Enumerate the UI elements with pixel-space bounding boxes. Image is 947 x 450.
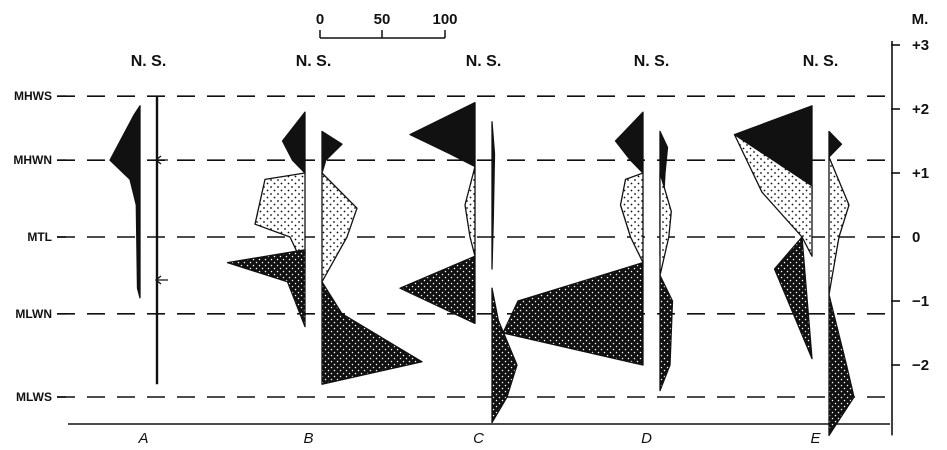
height-axis-tick-label: +1 xyxy=(912,165,929,182)
site-a: N. S. A xyxy=(109,53,167,447)
scale-bar-label: 0 xyxy=(316,11,324,28)
kite-n-black xyxy=(281,111,306,174)
height-axis-unit: M. xyxy=(912,11,929,28)
column-header: N. S. xyxy=(131,53,167,70)
scale-bar-label: 50 xyxy=(374,11,391,28)
column-header: N. S. xyxy=(634,53,670,70)
height-axis: M. +3 +2 +1 0 −1 −2 xyxy=(891,11,929,436)
kite-n-dense xyxy=(399,255,476,325)
site-label: D xyxy=(641,430,652,447)
kite-n-dense xyxy=(226,249,306,328)
kite-n-black xyxy=(109,105,141,299)
kite-n-black xyxy=(614,111,644,174)
height-axis-tick-label: +2 xyxy=(912,101,929,118)
kite-s-stipple xyxy=(659,172,672,277)
site-c: N. S. C xyxy=(399,53,518,447)
tide-label: MTL xyxy=(27,230,52,244)
height-axis-tick-label: 0 xyxy=(912,229,920,246)
scale-bar-label: 100 xyxy=(432,11,457,28)
site-label: E xyxy=(810,430,821,447)
column-header: N. S. xyxy=(466,53,502,70)
kite-s-black xyxy=(321,130,343,174)
kite-s-stipple xyxy=(828,156,850,296)
tide-label: MLWS xyxy=(16,390,52,404)
kite-n-stipple xyxy=(733,133,813,257)
arrow-icon xyxy=(154,155,168,165)
kite-s-stipple xyxy=(321,172,358,283)
kite-s-dense xyxy=(321,281,423,385)
scale-bar: 0 50 100 xyxy=(316,11,458,39)
kite-n-stipple xyxy=(619,172,644,264)
arrow-icon xyxy=(154,275,168,285)
arrow-markers xyxy=(154,155,168,285)
tide-label: MHWS xyxy=(14,89,52,103)
kites: N. S. A N. S. B N. S. C N. S. D N. S. E xyxy=(109,53,855,447)
height-axis-tick-label: −1 xyxy=(912,293,929,310)
height-axis-tick-label: +3 xyxy=(912,37,929,54)
kite-s-black xyxy=(828,130,843,158)
kite-s-dense xyxy=(659,274,674,392)
kite-s-dense xyxy=(491,287,518,424)
tide-label: MLWN xyxy=(15,307,52,321)
column-header: N. S. xyxy=(296,53,332,70)
site-e: N. S. E xyxy=(733,53,855,447)
site-d: N. S. D xyxy=(502,53,674,447)
kite-n-black xyxy=(409,101,476,168)
site-label: B xyxy=(303,430,313,447)
kite-s-black xyxy=(491,121,496,270)
column-header: N. S. xyxy=(803,53,839,70)
tide-label: MHWN xyxy=(13,153,52,167)
kite-n-stipple xyxy=(464,165,476,257)
kite-n-dense xyxy=(773,236,813,360)
site-b: N. S. B xyxy=(226,53,423,447)
height-axis-tick-label: −2 xyxy=(912,357,929,374)
site-label: A xyxy=(137,430,148,447)
kite-n-dense xyxy=(502,261,644,366)
site-label: C xyxy=(473,430,484,447)
kite-s-dense xyxy=(828,293,855,437)
